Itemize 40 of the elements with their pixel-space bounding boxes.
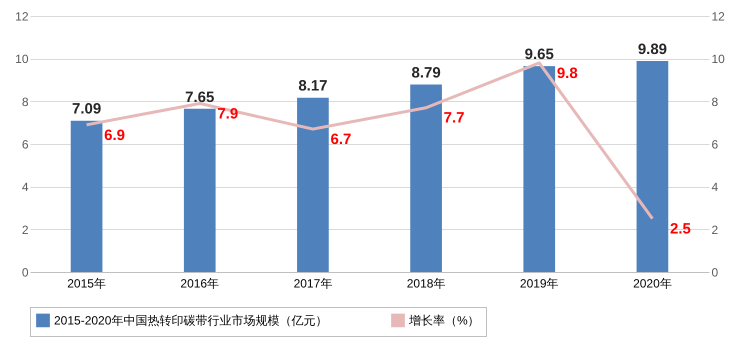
y-tick-label: 0 bbox=[22, 266, 29, 280]
bar bbox=[184, 108, 216, 272]
data-label: 7.7 bbox=[444, 110, 465, 127]
y2-tick-label: 12 bbox=[712, 10, 726, 24]
x-tick-label: 2017年 bbox=[294, 276, 332, 290]
data-label: 8.17 bbox=[298, 78, 328, 95]
data-label: 9.89 bbox=[638, 41, 668, 58]
y2-tick-label: 8 bbox=[712, 94, 718, 109]
legend-label: 增长率（%） bbox=[408, 313, 480, 328]
bar bbox=[70, 120, 102, 272]
data-label: 9.8 bbox=[556, 64, 578, 82]
data-label: 9.65 bbox=[524, 46, 554, 64]
y-tick-label: 4 bbox=[22, 180, 29, 194]
y-tick-label: 12 bbox=[15, 10, 29, 24]
data-label: 7.09 bbox=[72, 100, 102, 118]
data-label: 7.9 bbox=[217, 105, 238, 122]
x-tick-label: 2019年 bbox=[520, 276, 559, 290]
x-tick-label: 2018年 bbox=[406, 276, 446, 290]
y-tick-label: 6 bbox=[22, 138, 29, 152]
x-tick-label: 2016年 bbox=[180, 276, 220, 290]
bar bbox=[297, 98, 329, 272]
y2-tick-label: 6 bbox=[712, 138, 718, 152]
legend-label: 2015-2020年中国热转印碳带行业市场规模（亿元） bbox=[54, 313, 328, 328]
data-label: 6.7 bbox=[330, 131, 352, 148]
y2-tick-label: 0 bbox=[712, 266, 718, 280]
y2-tick-label: 10 bbox=[712, 52, 726, 66]
x-tick-label: 2015年 bbox=[67, 276, 106, 290]
data-label: 7.65 bbox=[185, 88, 214, 106]
y2-tick-label: 4 bbox=[712, 180, 718, 194]
y2-tick-label: 2 bbox=[712, 222, 718, 237]
data-label: 8.79 bbox=[411, 64, 441, 82]
bar bbox=[523, 66, 556, 272]
y-tick-label: 2 bbox=[22, 222, 29, 237]
y-tick-label: 8 bbox=[22, 94, 29, 109]
bar bbox=[410, 84, 442, 272]
bar bbox=[636, 61, 668, 272]
y-tick-label: 10 bbox=[15, 52, 29, 66]
data-label: 2.5 bbox=[670, 220, 691, 238]
x-tick-label: 2020年 bbox=[633, 276, 672, 290]
data-label: 6.9 bbox=[104, 126, 126, 144]
